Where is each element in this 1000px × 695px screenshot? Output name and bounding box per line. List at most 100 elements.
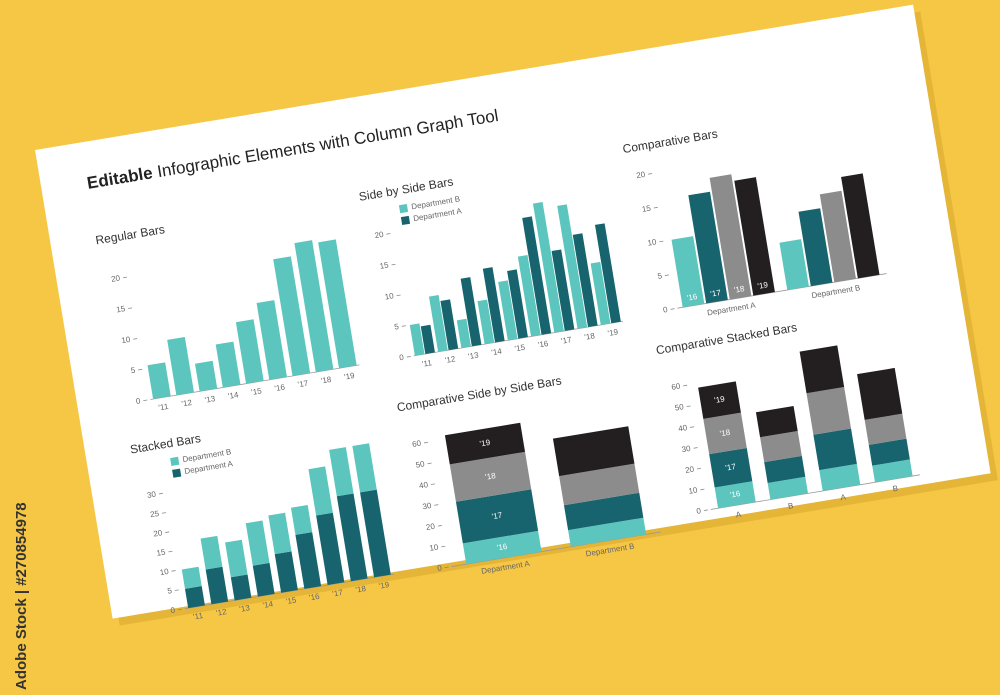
x-tick-label: '18 (584, 331, 596, 342)
bar (256, 300, 287, 380)
x-tick-label: '11 (158, 402, 170, 413)
bar-label: '19 (757, 280, 769, 291)
bar-label: '16 (686, 292, 698, 303)
bar (147, 362, 171, 400)
x-tick-label: '11 (421, 358, 433, 369)
bar-segment (245, 520, 270, 566)
segment-label: '19 (714, 394, 726, 405)
x-tick-label: A (735, 510, 742, 520)
segment-label: '16 (729, 489, 741, 500)
y-tick (683, 384, 688, 387)
segment-label: '18 (485, 471, 497, 482)
y-tick-label: 15 (379, 260, 390, 270)
y-tick (401, 325, 406, 327)
x-tick-label: '18 (320, 375, 332, 386)
y-tick-label: 20 (425, 522, 436, 532)
bar-segment (225, 539, 248, 578)
bar-segment (449, 451, 532, 502)
x-tick-label: '19 (378, 580, 390, 591)
bar-segment (295, 532, 322, 589)
bar (819, 190, 856, 283)
y-tick (653, 206, 658, 209)
y-tick-label: 40 (678, 423, 689, 433)
y-tick-label: 10 (384, 291, 395, 301)
y-tick (430, 483, 435, 485)
legend-swatch (172, 468, 182, 478)
x-tick-label: '16 (274, 382, 286, 393)
bar (498, 280, 518, 341)
y-tick (444, 566, 449, 569)
bar-segment (568, 517, 647, 547)
y-tick-label: 15 (116, 304, 127, 314)
bar-segment (764, 455, 806, 483)
legend-swatch (398, 203, 409, 214)
bar (460, 277, 482, 347)
bar (428, 294, 448, 352)
y-tick (177, 608, 183, 611)
y-tick-label: 20 (374, 230, 385, 240)
y-tick (122, 276, 128, 279)
bar-segment (552, 426, 635, 477)
bar-segment (857, 367, 903, 420)
y-tick-label: 10 (647, 237, 658, 247)
bar (517, 255, 541, 337)
x-tick-label: '14 (227, 390, 239, 401)
y-tick (696, 467, 702, 470)
y-tick (424, 441, 429, 444)
y-tick-label: 5 (130, 366, 136, 376)
x-tick-label: '16 (308, 592, 320, 603)
x-tick-label: A (840, 492, 847, 502)
y-tick (158, 492, 163, 495)
bar (734, 177, 775, 296)
bar-label: '17 (710, 288, 722, 299)
y-tick-label: 15 (641, 204, 652, 214)
bar-segment (444, 422, 526, 465)
bar-segment (274, 551, 298, 593)
bar-segment (184, 586, 205, 609)
y-tick-label: 20 (111, 273, 122, 283)
y-tick-label: 5 (657, 271, 663, 281)
bar-segment (308, 466, 333, 516)
x-tick-label: '14 (491, 347, 503, 358)
bar-segment (819, 463, 861, 491)
bar (420, 324, 435, 354)
segment-label: '18 (719, 428, 731, 439)
x-tick-label: '17 (297, 379, 309, 390)
segment-label: '16 (496, 542, 508, 553)
bar (688, 191, 728, 304)
x-tick-label: '13 (204, 394, 216, 405)
y-tick-label: 5 (394, 322, 400, 332)
bar-segment (767, 476, 809, 500)
bar-segment (181, 566, 202, 589)
bar-segment (205, 566, 229, 605)
bar-segment (200, 535, 223, 570)
x-tick-label: '13 (239, 603, 251, 614)
y-tick-label: 15 (156, 547, 167, 557)
y-tick-label: 30 (681, 444, 692, 454)
y-tick-label: 30 (146, 490, 157, 500)
x-tick-label: '12 (215, 607, 227, 618)
y-tick-label: 50 (415, 459, 426, 469)
bar-segment (336, 493, 368, 582)
x-tick-label: '15 (514, 343, 526, 354)
y-tick (168, 550, 173, 553)
bar-segment (799, 345, 845, 394)
y-tick (648, 173, 653, 175)
bar (409, 323, 425, 356)
y-tick-label: 10 (688, 485, 699, 495)
bar (167, 336, 194, 396)
y-tick (664, 274, 669, 276)
bar (709, 174, 752, 300)
bar-segment (290, 505, 313, 535)
y-tick (165, 531, 170, 533)
bar-segment (872, 459, 913, 483)
sheet: Editable Infographic Elements with Column… (34, 4, 998, 626)
bar-segment (755, 406, 798, 438)
y-tick (128, 307, 133, 309)
bar-segment (698, 381, 741, 419)
bar (456, 318, 471, 349)
y-tick (441, 545, 446, 548)
y-tick (171, 570, 176, 572)
bar (294, 240, 334, 373)
